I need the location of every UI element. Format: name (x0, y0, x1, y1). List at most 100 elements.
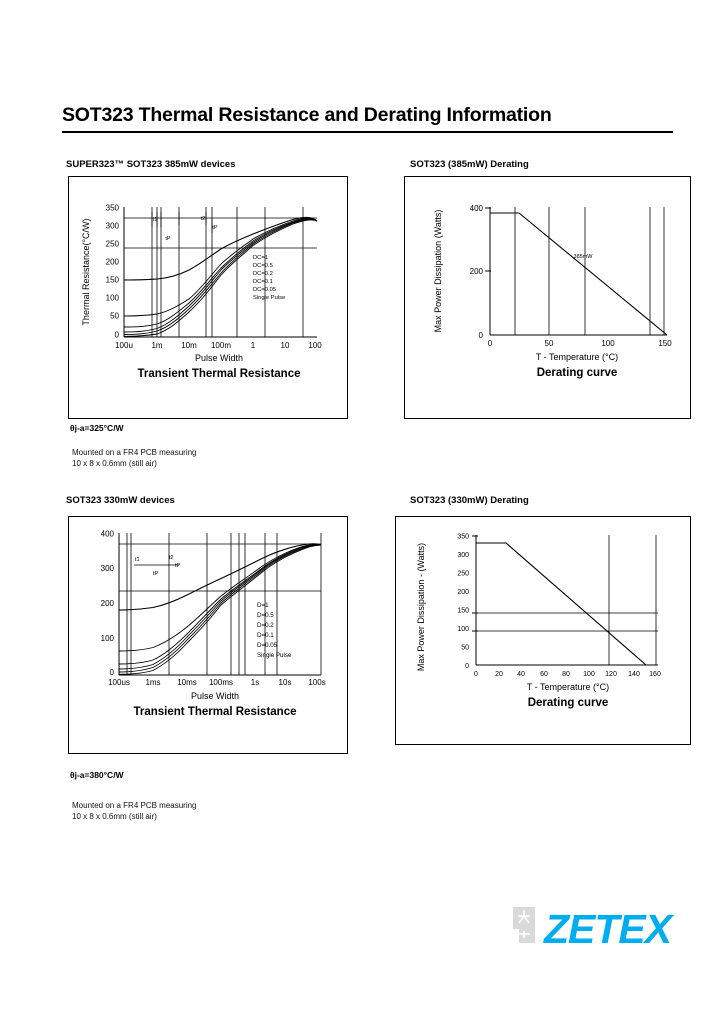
y-axis-title: Max Power Dissipation - (Watts) (416, 543, 426, 671)
curve-d-05 (118, 543, 322, 652)
xtick: 100m (211, 341, 231, 350)
legend-item: DC=0.05 (253, 287, 276, 293)
xtick: 1ms (145, 678, 160, 687)
x-axis-title: Pulse Width (195, 353, 243, 363)
ytick: 150 (106, 276, 120, 285)
xtick: 80 (562, 671, 570, 678)
plot-area (472, 535, 658, 666)
y-axis-ticks: 350 300 250 200 150 100 50 0 (457, 534, 469, 671)
caption-sot323-330mw: SOT323 330mW devices (66, 495, 175, 506)
xtick: 160 (649, 671, 661, 678)
ytick: 0 (465, 663, 469, 670)
xtick: 0 (488, 339, 493, 348)
chart-title: Derating curve (528, 697, 609, 709)
ytick: 250 (106, 240, 120, 249)
legend-item: D=0.05 (257, 642, 278, 649)
xtick: 10s (279, 678, 292, 687)
x-axis-title: Pulse Width (191, 691, 239, 701)
curve-d-005 (118, 544, 322, 673)
xtick: 100 (601, 339, 615, 348)
caption-super323-385mw: SUPER323™ SOT323 385mW devices (66, 159, 236, 170)
annotation-t1: t1 (153, 217, 158, 223)
curve-d-02 (118, 544, 322, 665)
legend-item: D=0.5 (257, 612, 274, 619)
x-axis-ticks: 100us 1ms 10ms 100ms 1s 10s 100s (108, 678, 326, 687)
ytick: 350 (106, 204, 120, 213)
figure-transient-330: 400 300 200 100 0 100us 1ms 10ms 100ms 1… (68, 516, 348, 754)
ytick: 250 (457, 571, 469, 578)
ytick: 0 (479, 331, 484, 340)
curve-d-1 (118, 543, 322, 611)
ytick: 400 (101, 530, 115, 539)
xtick: 100us (108, 678, 130, 687)
legend-item: DC=0.1 (253, 279, 273, 285)
figure-transient-385: 350 300 250 200 150 100 50 0 100u 1m 10m… (68, 176, 348, 419)
pulse-train-annotation (151, 212, 213, 233)
xtick: 60 (540, 671, 548, 678)
legend-item: D=0.2 (257, 622, 274, 629)
ytick: 100 (457, 626, 469, 633)
xtick: 10 (281, 341, 290, 350)
legend-item: DC=0.5 (253, 263, 273, 269)
ytick: 200 (106, 258, 120, 267)
curve-dc-1 (123, 216, 318, 281)
note-mounting-385: Mounted on a FR4 PCB measuring 10 x 8 x … (72, 447, 197, 469)
ytick: 300 (457, 552, 469, 559)
curve-dc-02 (123, 218, 318, 328)
ytick: 200 (470, 267, 484, 276)
xtick: 0 (474, 671, 478, 678)
ytick: 100 (101, 634, 115, 643)
ytick: 0 (110, 668, 115, 677)
ytick: 100 (106, 294, 120, 303)
page-title: SOT323 Thermal Resistance and Derating I… (62, 104, 552, 126)
chart-transient-330: 400 300 200 100 0 100us 1ms 10ms 100ms 1… (101, 530, 326, 719)
y-axis-ticks: 350 300 250 200 150 100 50 0 (106, 204, 120, 340)
note-mounting-330-line2: 10 x 8 x 0.6mm (still air) (72, 812, 157, 821)
y-axis-title: Thermal Resistance(°C/W) (81, 218, 91, 325)
annotation-t1: t1 (135, 557, 140, 563)
x-axis-title: T - Temperature (°C) (527, 682, 609, 692)
note-mounting-385-line1: Mounted on a FR4 PCB measuring (72, 448, 197, 457)
annotation-tp: tP (175, 563, 181, 569)
y-axis-ticks: 400 200 0 (470, 204, 484, 340)
chart-title: Transient Thermal Resistance (138, 368, 301, 380)
chart-title: Transient Thermal Resistance (134, 706, 297, 718)
ytick: 150 (457, 608, 469, 615)
legend-item: D=0.1 (257, 632, 274, 639)
xtick: 100 (583, 671, 595, 678)
ytick: 0 (115, 331, 120, 340)
x-axis-ticks: 100u 1m 10m 100m 1 10 100 (115, 341, 322, 350)
annotation-tp-2: tP (165, 236, 171, 242)
xtick: 10ms (177, 678, 197, 687)
zetex-logo: ZETEX (513, 903, 672, 955)
xtick: 100s (308, 678, 325, 687)
xtick: 1 (251, 341, 256, 350)
xtick: 120 (605, 671, 617, 678)
xtick: 40 (517, 671, 525, 678)
curve-single-pulse (123, 219, 318, 337)
note-mounting-330-line1: Mounted on a FR4 PCB measuring (72, 801, 197, 810)
x-axis-ticks: 0 50 100 150 (488, 339, 672, 348)
xtick: 50 (545, 339, 554, 348)
curve-dc-01 (123, 218, 318, 333)
caption-sot323-330mw-derating: SOT323 (330mW) Derating (410, 495, 529, 506)
ytick: 400 (470, 204, 484, 213)
chart-derating-330: 350 300 250 200 150 100 50 0 0 20 40 60 … (416, 534, 661, 710)
note-theta-330: θj-a=380°C/W (70, 770, 124, 780)
y-axis-ticks: 400 300 200 100 0 (101, 530, 115, 678)
figure-derating-330: 350 300 250 200 150 100 50 0 0 20 40 60 … (395, 516, 691, 745)
xtick: 20 (495, 671, 503, 678)
xtick: 1s (251, 678, 259, 687)
legend-item: Single Pulse (257, 652, 292, 659)
legend-item: DC=1 (253, 255, 268, 261)
ytick: 50 (110, 312, 119, 321)
xtick: 150 (658, 339, 672, 348)
legend: D=1 D=0.5 D=0.2 D=0.1 D=0.05 Single Puls… (257, 602, 292, 659)
note-mounting-385-line2: 10 x 8 x 0.6mm (still air) (72, 459, 157, 468)
curve-d-01 (118, 544, 322, 670)
y-axis-title: Max Power Dissipation (Watts) (433, 210, 443, 333)
chart-title: Derating curve (537, 367, 618, 379)
xtick: 100u (115, 341, 133, 350)
chart-derating-385: 400 200 0 0 50 100 150 385mW Max Power D… (433, 204, 672, 379)
